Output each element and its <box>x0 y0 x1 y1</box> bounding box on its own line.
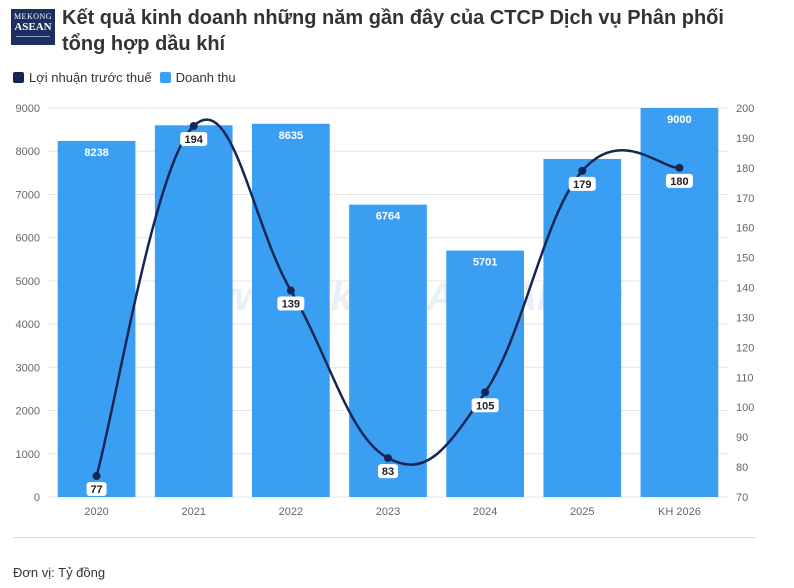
bar[interactable] <box>154 125 233 498</box>
y-right-tick-label: 130 <box>736 312 754 324</box>
legend-item-revenue[interactable]: Doanh thu <box>159 70 236 85</box>
x-tick-label: 2022 <box>279 506 303 518</box>
x-tick-label: 2020 <box>84 506 108 518</box>
profit-point[interactable] <box>675 163 684 172</box>
logo-line-2: ASEAN <box>14 21 52 33</box>
bar-value-label: 5701 <box>473 257 497 269</box>
bar-value-label: 8238 <box>84 147 108 159</box>
profit-value-label: 83 <box>382 466 394 478</box>
logo-line-1: MEKONG <box>13 12 53 21</box>
y-left-tick-label: 4000 <box>16 319 40 331</box>
x-tick-label: 2025 <box>570 506 594 518</box>
y-left-tick-label: 6000 <box>16 233 40 245</box>
y-right-tick-label: 150 <box>736 253 754 265</box>
profit-label-bg <box>378 464 398 479</box>
profit-point[interactable] <box>189 121 198 130</box>
profit-label-bg <box>180 131 208 146</box>
bar-value-label: 6764 <box>376 211 401 223</box>
legend-swatch-revenue <box>159 72 171 83</box>
y-left-tick-label: 5000 <box>16 276 40 288</box>
y-right-tick-label: 160 <box>736 223 754 235</box>
y-right-tick-label: 110 <box>736 372 754 384</box>
profit-point[interactable] <box>578 166 587 175</box>
profit-value-label: 77 <box>90 484 102 496</box>
chart-title: Kết quả kinh doanh những năm gần đây của… <box>62 7 724 55</box>
profit-point[interactable] <box>384 454 392 463</box>
y-right-tick-label: 70 <box>736 492 748 504</box>
y-right-tick-label: 200 <box>736 103 754 115</box>
legend-item-profit[interactable]: Lợi nhuận trước thuế <box>13 70 152 85</box>
y-left-tick-label: 7000 <box>16 189 40 201</box>
y-left-tick-label: 3000 <box>16 362 40 374</box>
profit-point[interactable] <box>481 388 490 397</box>
profit-label-bg <box>86 482 107 497</box>
y-right-tick-label: 170 <box>736 193 754 205</box>
y-right-tick-label: 120 <box>736 342 754 354</box>
legend-swatch-profit <box>13 72 24 83</box>
x-tick-label: KH 2026 <box>658 506 701 518</box>
bar[interactable] <box>349 204 427 497</box>
bar-value-label: 9000 <box>667 114 691 126</box>
y-left-tick-label: 2000 <box>16 406 40 418</box>
profit-label-bg <box>471 398 499 413</box>
profit-point[interactable] <box>286 286 295 295</box>
profit-line <box>95 118 680 477</box>
bar[interactable] <box>57 140 136 497</box>
legend: Lợi nhuận trước thuế Doanh thu <box>13 70 244 85</box>
profit-value-label: 180 <box>670 176 688 188</box>
combo-chart: 0 1000 2000 3000 4000 5000 6000 7000 8000 9000 70 8… <box>16 103 755 518</box>
profit-label-bg <box>277 296 305 311</box>
profit-value-label: 105 <box>476 400 494 412</box>
y-right-tick-label: 100 <box>736 402 754 414</box>
x-tick-label: 2024 <box>473 506 497 518</box>
profit-value-label: 139 <box>282 299 300 311</box>
y-right-tick-label: 180 <box>736 163 754 175</box>
profit-value-label: 179 <box>573 179 591 191</box>
y-left-tick-label: 1000 <box>16 449 40 461</box>
legend-label-revenue: Doanh thu <box>175 70 236 85</box>
y-right-tick-label: 80 <box>736 462 748 474</box>
y-left-tick-label: 9000 <box>16 103 40 115</box>
y-right-tick-label: 90 <box>736 432 748 444</box>
mekong-asean-logo: MEKONG ASEAN <box>11 9 55 45</box>
x-tick-label: 2023 <box>376 506 400 518</box>
y-left-tick-label: 8000 <box>16 146 40 158</box>
unit-note: Đơn vị: Tỷ đồng <box>13 565 106 580</box>
profit-label-bg <box>665 173 693 188</box>
profit-label-bg <box>568 176 596 191</box>
legend-label-profit: Lợi nhuận trước thuế <box>29 70 152 85</box>
footer-divider <box>13 537 756 538</box>
profit-point[interactable] <box>92 472 101 481</box>
y-left-tick-label: 0 <box>34 492 40 504</box>
bar[interactable] <box>543 159 622 497</box>
profit-value-label: 194 <box>185 134 204 146</box>
x-tick-label: 2021 <box>181 506 205 518</box>
bar[interactable] <box>446 250 524 497</box>
bar[interactable] <box>640 108 719 497</box>
y-right-tick-label: 190 <box>736 133 754 145</box>
logo-rule <box>16 36 50 37</box>
bar-value-label: 8635 <box>279 130 303 142</box>
y-right-tick-label: 140 <box>736 283 754 295</box>
